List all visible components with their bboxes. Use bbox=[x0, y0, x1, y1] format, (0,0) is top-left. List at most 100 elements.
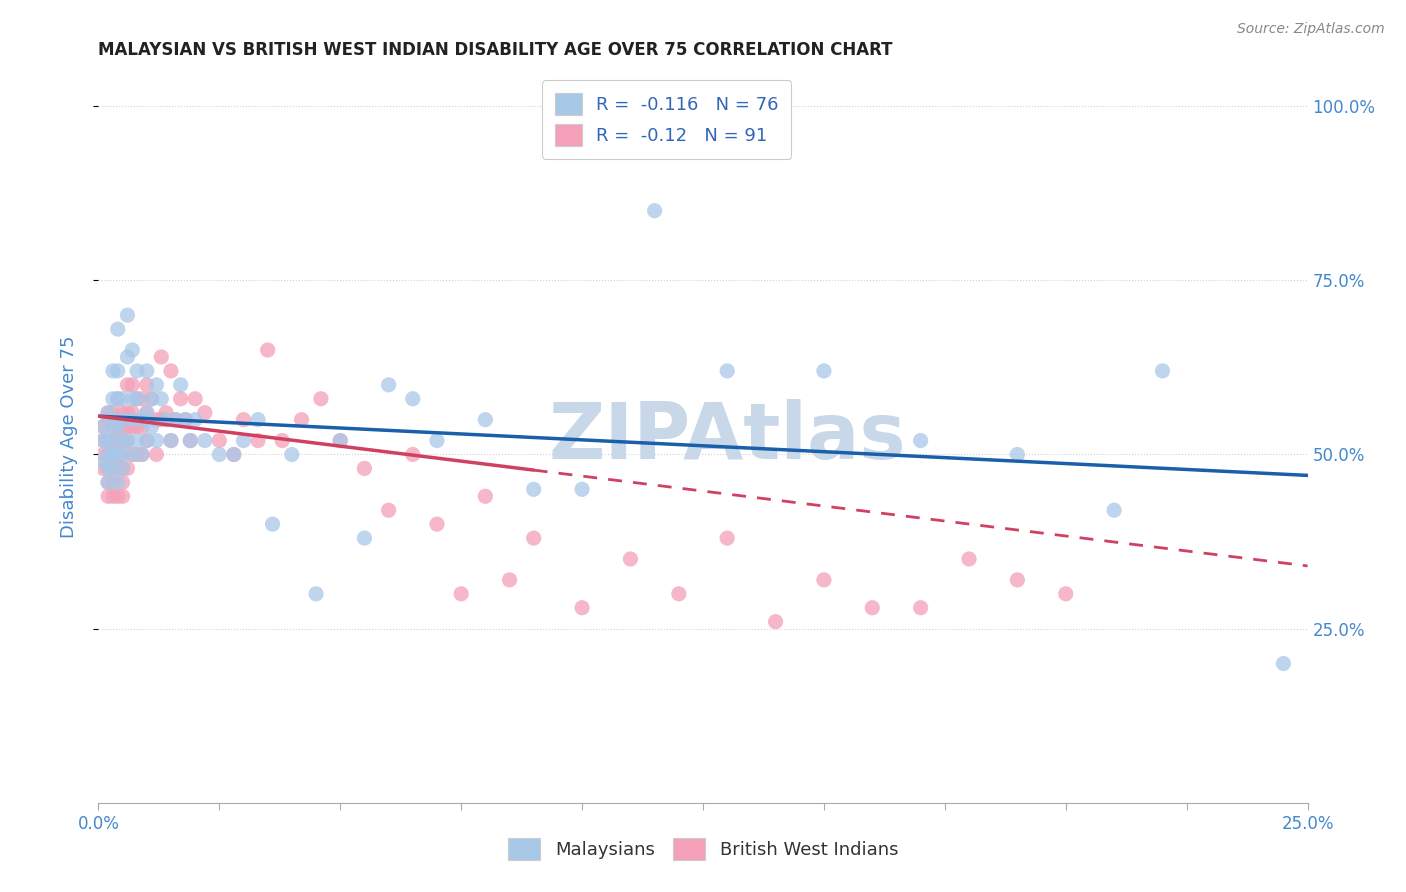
Point bbox=[222, 448, 245, 462]
Point bbox=[813, 573, 835, 587]
Point bbox=[111, 434, 134, 448]
Point bbox=[169, 377, 191, 392]
Point bbox=[117, 377, 139, 392]
Point bbox=[1054, 587, 1077, 601]
Point bbox=[131, 392, 153, 406]
Point bbox=[194, 434, 217, 448]
Point bbox=[716, 531, 738, 545]
Point bbox=[377, 503, 399, 517]
Point bbox=[1102, 503, 1125, 517]
Point bbox=[165, 412, 187, 426]
Point bbox=[127, 392, 149, 406]
Point bbox=[111, 461, 134, 475]
Point bbox=[101, 448, 124, 462]
Point bbox=[107, 489, 129, 503]
Point bbox=[97, 434, 120, 448]
Point bbox=[127, 419, 149, 434]
Point bbox=[145, 412, 167, 426]
Point bbox=[111, 475, 134, 490]
Point bbox=[194, 406, 217, 420]
Point bbox=[353, 461, 375, 475]
Point bbox=[97, 461, 120, 475]
Point bbox=[135, 406, 157, 420]
Point bbox=[145, 448, 167, 462]
Point bbox=[910, 434, 932, 448]
Point bbox=[131, 448, 153, 462]
Point bbox=[160, 434, 183, 448]
Point bbox=[121, 448, 143, 462]
Point bbox=[402, 448, 425, 462]
Point bbox=[813, 364, 835, 378]
Point bbox=[281, 448, 304, 462]
Point bbox=[571, 483, 593, 497]
Point bbox=[97, 412, 120, 426]
Point bbox=[450, 587, 472, 601]
Point bbox=[127, 364, 149, 378]
Point bbox=[111, 489, 134, 503]
Point bbox=[101, 392, 124, 406]
Point bbox=[232, 434, 254, 448]
Point bbox=[111, 406, 134, 420]
Point bbox=[101, 419, 124, 434]
Point bbox=[101, 364, 124, 378]
Point bbox=[150, 350, 173, 364]
Point bbox=[127, 392, 149, 406]
Point bbox=[377, 377, 399, 392]
Point bbox=[498, 573, 520, 587]
Point bbox=[160, 364, 183, 378]
Point bbox=[131, 419, 153, 434]
Point bbox=[141, 392, 163, 406]
Point bbox=[179, 434, 201, 448]
Y-axis label: Disability Age Over 75: Disability Age Over 75 bbox=[59, 335, 77, 539]
Point bbox=[668, 587, 690, 601]
Point bbox=[91, 448, 114, 462]
Point bbox=[97, 448, 120, 462]
Point bbox=[97, 406, 120, 420]
Point bbox=[1272, 657, 1295, 671]
Point bbox=[101, 461, 124, 475]
Point bbox=[101, 434, 124, 448]
Point bbox=[131, 448, 153, 462]
Point bbox=[121, 343, 143, 357]
Point bbox=[117, 434, 139, 448]
Point bbox=[121, 406, 143, 420]
Point bbox=[101, 489, 124, 503]
Point bbox=[97, 461, 120, 475]
Point bbox=[121, 419, 143, 434]
Point bbox=[111, 448, 134, 462]
Point bbox=[155, 406, 177, 420]
Point bbox=[155, 412, 177, 426]
Point bbox=[402, 392, 425, 406]
Point bbox=[97, 448, 120, 462]
Point bbox=[247, 434, 270, 448]
Point bbox=[91, 461, 114, 475]
Point bbox=[117, 461, 139, 475]
Point bbox=[141, 392, 163, 406]
Point bbox=[644, 203, 666, 218]
Point bbox=[305, 587, 328, 601]
Point bbox=[1152, 364, 1174, 378]
Point bbox=[121, 392, 143, 406]
Point bbox=[97, 434, 120, 448]
Point bbox=[107, 448, 129, 462]
Point bbox=[107, 419, 129, 434]
Point bbox=[131, 412, 153, 426]
Point bbox=[97, 489, 120, 503]
Point bbox=[716, 364, 738, 378]
Point bbox=[107, 475, 129, 490]
Point bbox=[101, 419, 124, 434]
Point bbox=[135, 377, 157, 392]
Point bbox=[1007, 448, 1029, 462]
Point bbox=[101, 406, 124, 420]
Point bbox=[208, 434, 231, 448]
Point bbox=[121, 448, 143, 462]
Point bbox=[91, 419, 114, 434]
Point bbox=[97, 475, 120, 490]
Point bbox=[107, 448, 129, 462]
Point bbox=[111, 392, 134, 406]
Point bbox=[145, 377, 167, 392]
Point bbox=[426, 517, 449, 532]
Point bbox=[117, 350, 139, 364]
Text: Source: ZipAtlas.com: Source: ZipAtlas.com bbox=[1237, 22, 1385, 37]
Point bbox=[910, 600, 932, 615]
